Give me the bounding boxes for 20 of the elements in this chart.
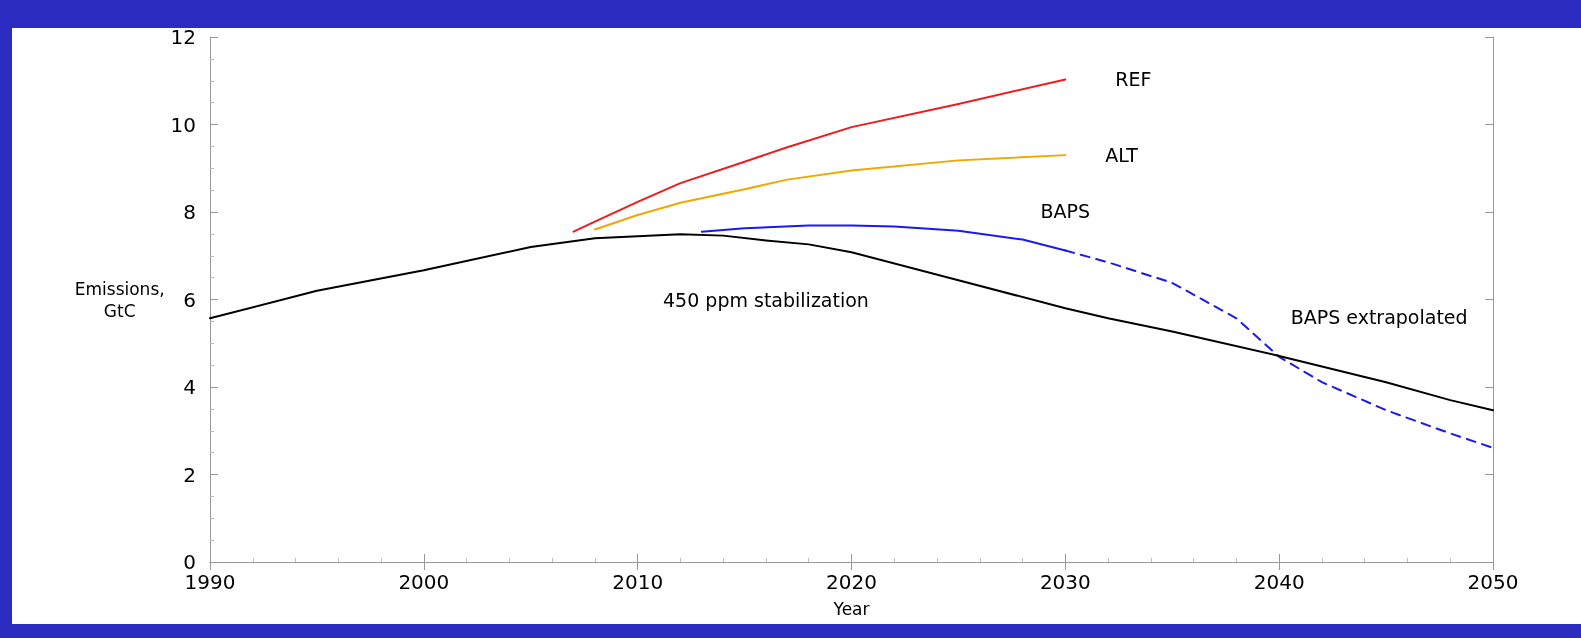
y-tick-label: 12: [170, 25, 196, 49]
y-tick-label: 4: [183, 375, 196, 399]
series-label: BAPS extrapolated: [1290, 305, 1468, 328]
y-tick-label: 10: [170, 112, 196, 137]
x-tick-label: 2050: [1467, 570, 1519, 594]
text: ALT: [1105, 144, 1139, 167]
y-axis-title: Emissions, GtC: [74, 278, 165, 321]
y-tick-label: 8: [183, 200, 196, 224]
series-label: BAPS: [1040, 199, 1091, 222]
text: REF: [1115, 68, 1152, 91]
x-tick-label: 2030: [1039, 570, 1091, 594]
x-axis-title: Year: [832, 598, 870, 619]
x-tick-label: 2010: [612, 570, 664, 594]
line-series: [209, 233, 1494, 412]
series-label: 450 ppm stabilization: [663, 289, 869, 312]
x-tick-label: 2000: [398, 570, 450, 594]
y-tick-label: 6: [183, 287, 196, 312]
x-tick-label: 2040: [1253, 570, 1305, 594]
x-tick-label: 2020: [826, 570, 877, 594]
y-tick-label: 2: [183, 462, 196, 487]
